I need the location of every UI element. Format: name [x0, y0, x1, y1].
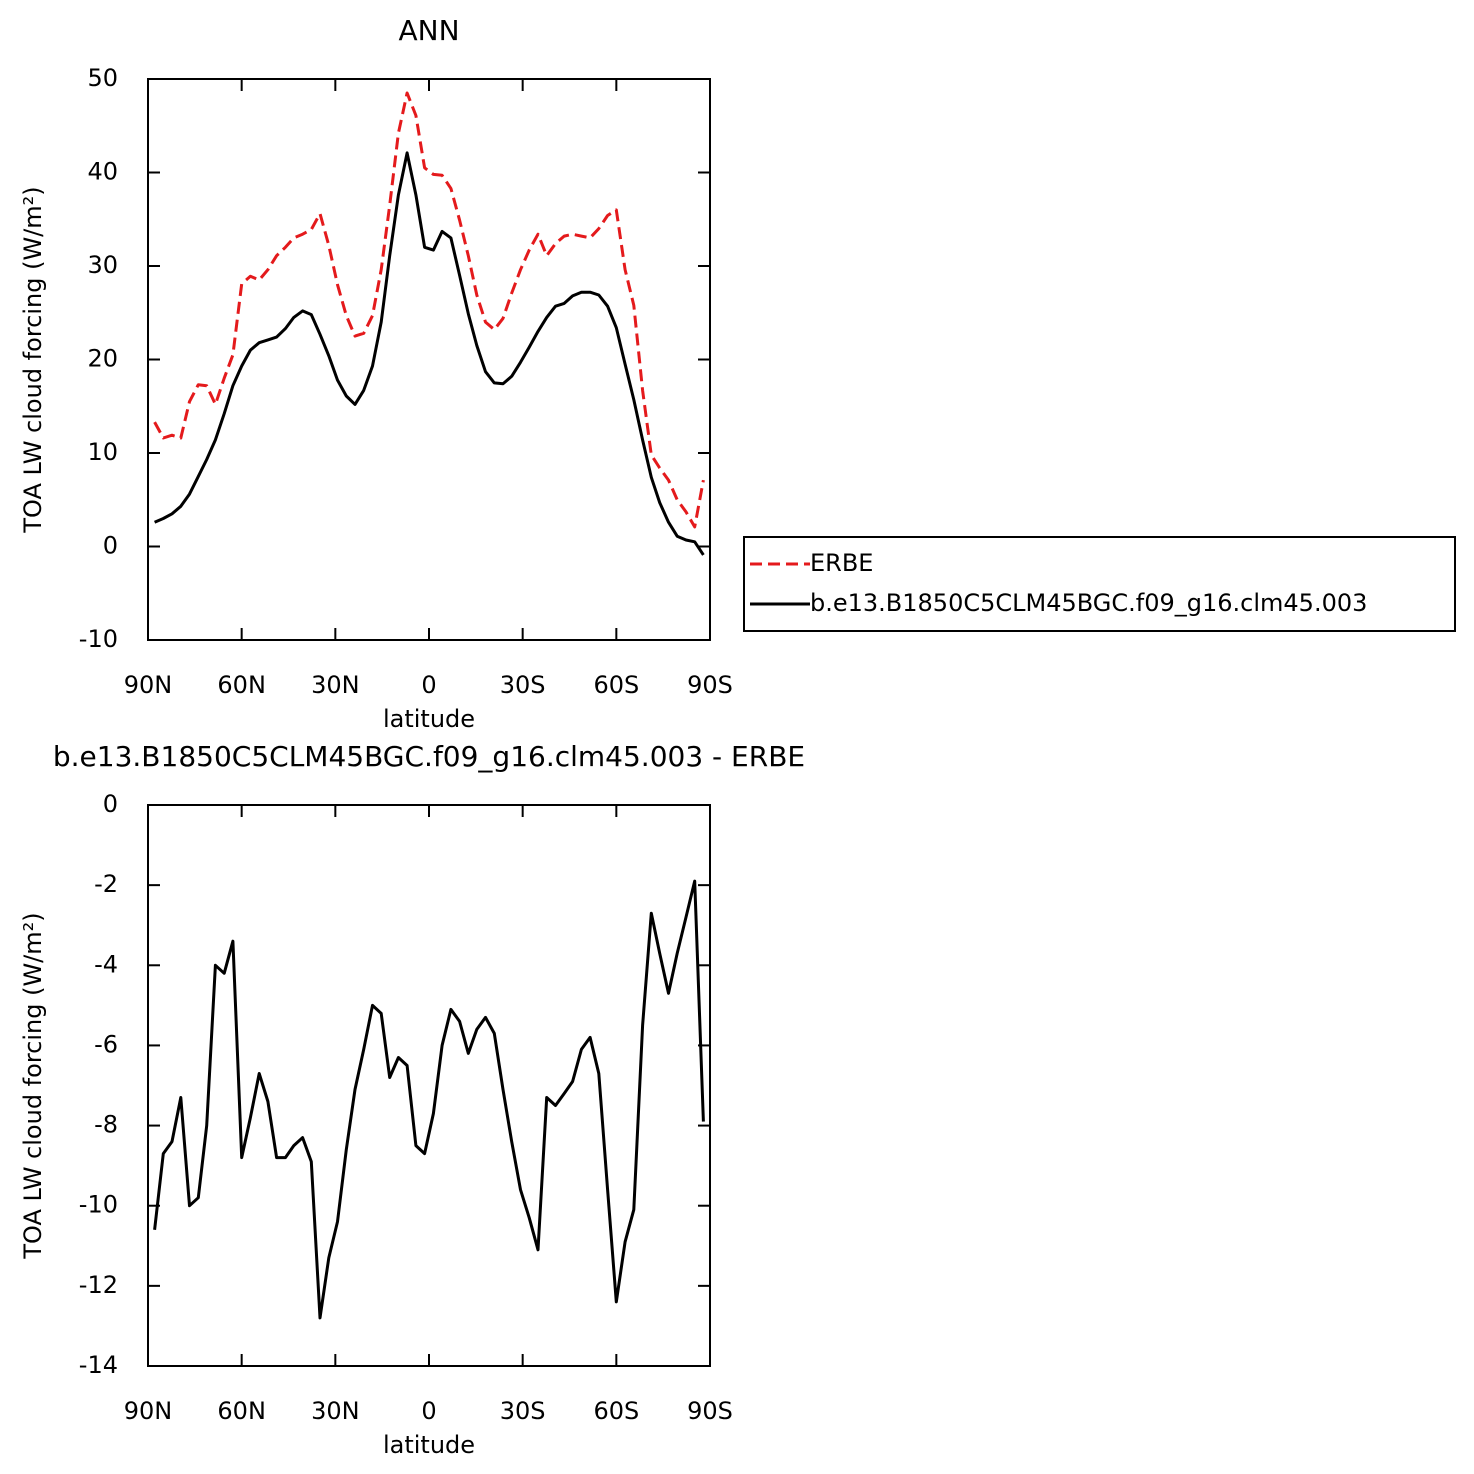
- y-tick-label: -8: [94, 1111, 118, 1139]
- y-tick-label: 20: [87, 345, 118, 373]
- x-tick-label: 90N: [124, 671, 173, 699]
- plot-frame: [147, 78, 711, 641]
- x-tick-label: 60S: [593, 671, 639, 699]
- y-tick-label: 10: [87, 438, 118, 466]
- y-tick-label: -14: [79, 1351, 118, 1379]
- y-axis-label: TOA LW cloud forcing (W/m²): [19, 912, 47, 1259]
- x-tick-label: 90S: [687, 671, 733, 699]
- y-tick-label: -2: [94, 870, 118, 898]
- x-tick-label: 60N: [217, 1397, 266, 1425]
- y-tick-label: -6: [94, 1030, 118, 1058]
- data-line: [154, 151, 705, 556]
- chart-title: ANN: [398, 14, 459, 47]
- data-line: [153, 91, 705, 529]
- plot-frame: [147, 804, 711, 1367]
- data-line: [153, 879, 705, 1320]
- y-tick-label: -10: [79, 1191, 118, 1219]
- chart-title: b.e13.B1850C5CLM45BGC.f09_g16.clm45.003 …: [53, 740, 805, 773]
- x-axis-label: latitude: [383, 1431, 475, 1459]
- x-tick-label: 30N: [311, 671, 360, 699]
- x-tick-label: 30S: [500, 671, 546, 699]
- legend-label: b.e13.B1850C5CLM45BGC.f09_g16.clm45.003: [810, 589, 1367, 617]
- y-tick-label: 0: [103, 790, 118, 818]
- y-tick-label: 0: [103, 532, 118, 560]
- x-tick-label: 60S: [593, 1397, 639, 1425]
- y-tick-label: 40: [87, 158, 118, 186]
- x-tick-label: 0: [421, 1397, 436, 1425]
- x-tick-label: 90S: [687, 1397, 733, 1425]
- y-tick-label: -12: [79, 1271, 118, 1299]
- y-tick-label: 30: [87, 251, 118, 279]
- x-tick-label: 0: [421, 671, 436, 699]
- x-tick-label: 60N: [217, 671, 266, 699]
- x-tick-label: 30N: [311, 1397, 360, 1425]
- y-axis-label: TOA LW cloud forcing (W/m²): [19, 186, 47, 533]
- y-tick-label: -4: [94, 950, 118, 978]
- legend-box: [743, 536, 1456, 632]
- y-tick-label: -10: [79, 625, 118, 653]
- x-tick-label: 90N: [124, 1397, 173, 1425]
- x-axis-label: latitude: [383, 705, 475, 733]
- x-tick-label: 30S: [500, 1397, 546, 1425]
- y-tick-label: 50: [87, 64, 118, 92]
- legend-label: ERBE: [810, 549, 873, 577]
